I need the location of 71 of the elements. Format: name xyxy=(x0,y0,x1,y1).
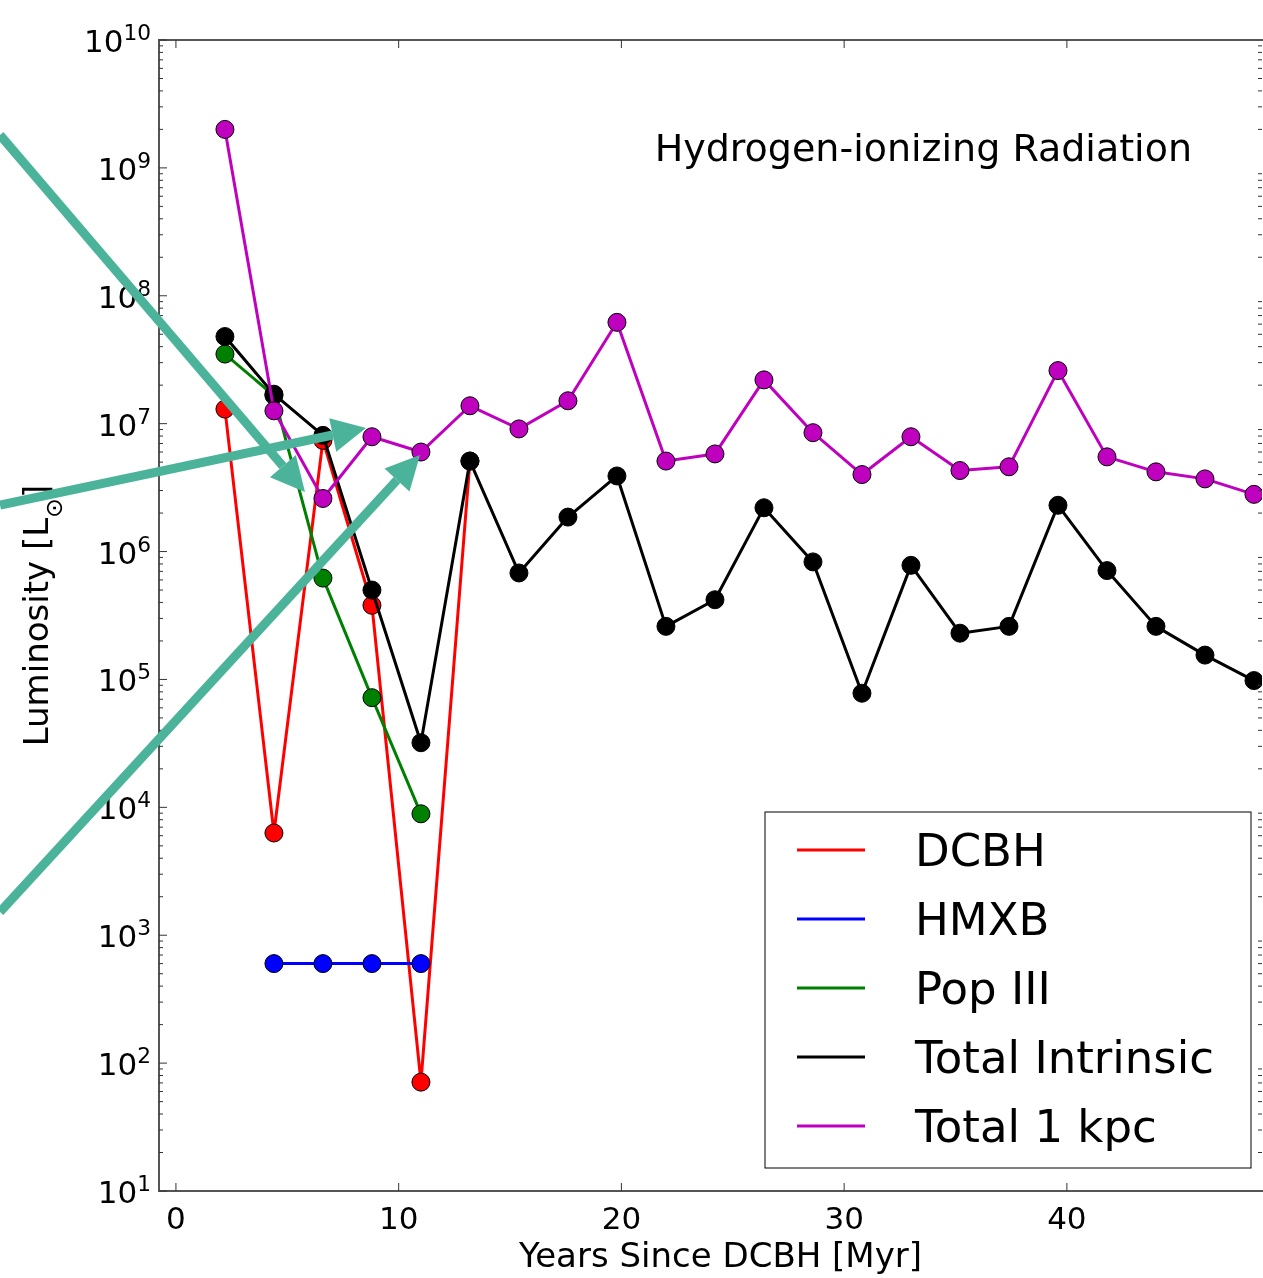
point xyxy=(950,623,970,643)
point xyxy=(215,344,235,364)
point xyxy=(460,396,480,416)
point xyxy=(313,954,333,974)
point xyxy=(411,954,431,974)
point xyxy=(803,423,823,443)
point xyxy=(411,1072,431,1092)
point xyxy=(313,568,333,588)
point xyxy=(852,683,872,703)
point xyxy=(705,444,725,464)
point xyxy=(1195,469,1215,489)
point xyxy=(1048,495,1068,515)
y-tick-label: 10$^{10}$ xyxy=(83,19,151,59)
point xyxy=(754,498,774,518)
point xyxy=(1097,561,1117,581)
point xyxy=(950,461,970,481)
point xyxy=(509,419,529,439)
point xyxy=(411,804,431,824)
point xyxy=(264,954,284,974)
point xyxy=(1195,645,1215,665)
y-tick-label: 10$^{5}$ xyxy=(97,658,151,699)
point xyxy=(362,427,382,447)
legend-label: HMXB xyxy=(915,893,1050,946)
x-tick-label: 20 xyxy=(601,1200,642,1236)
y-tick-label: 10$^{3}$ xyxy=(97,914,151,955)
point xyxy=(509,563,529,583)
point xyxy=(1048,361,1068,381)
point xyxy=(313,488,333,508)
y-tick-label: 10$^{6}$ xyxy=(97,531,151,571)
point xyxy=(1097,447,1117,467)
point xyxy=(656,451,676,471)
point xyxy=(558,507,578,527)
legend-label: Pop III xyxy=(915,962,1051,1015)
point xyxy=(852,465,872,485)
point xyxy=(999,457,1019,477)
x-tick-label: 0 xyxy=(166,1200,186,1236)
point xyxy=(362,954,382,974)
point xyxy=(264,823,284,843)
point xyxy=(558,391,578,411)
point xyxy=(215,119,235,139)
point xyxy=(1146,616,1166,636)
point xyxy=(901,427,921,447)
point xyxy=(1244,671,1262,691)
point xyxy=(411,442,431,462)
point xyxy=(607,466,627,486)
legend-label: Total 1 kpc xyxy=(914,1100,1157,1153)
x-tick-label: 40 xyxy=(1047,1200,1087,1236)
legend-label: DCBH xyxy=(915,824,1046,877)
point xyxy=(362,580,382,600)
point xyxy=(705,590,725,610)
legend-label: Total Intrinsic xyxy=(914,1031,1215,1084)
x-tick-label: 30 xyxy=(824,1200,864,1236)
annotation: Hydrogen-ionizing Radiation xyxy=(654,126,1192,170)
point xyxy=(901,555,921,575)
y-tick-label: 10$^{2}$ xyxy=(97,1042,151,1083)
y-tick-label: 10$^{7}$ xyxy=(97,403,151,443)
point xyxy=(754,370,774,390)
y-tick-label: 10$^{1}$ xyxy=(97,1170,151,1210)
point xyxy=(803,552,823,572)
point xyxy=(411,733,431,753)
x-axis-title: Years Since DCBH [Myr] xyxy=(517,1235,923,1275)
point xyxy=(607,312,627,332)
point xyxy=(1244,484,1262,504)
point xyxy=(264,401,284,421)
x-tick-label: 10 xyxy=(378,1200,419,1236)
point xyxy=(1146,462,1166,482)
point xyxy=(999,616,1019,636)
point xyxy=(656,616,676,636)
point xyxy=(362,688,382,708)
point xyxy=(215,327,235,347)
y-tick-label: 10$^{9}$ xyxy=(97,147,151,187)
